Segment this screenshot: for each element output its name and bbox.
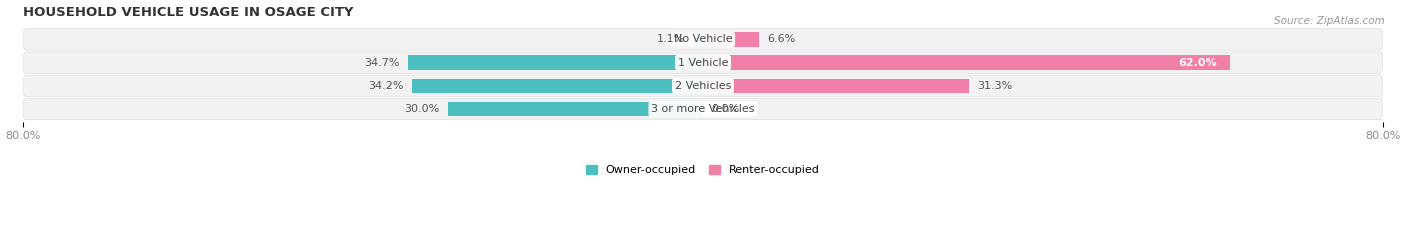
Text: Source: ZipAtlas.com: Source: ZipAtlas.com bbox=[1274, 16, 1385, 26]
Bar bbox=[703, 32, 759, 47]
Bar bbox=[703, 55, 1230, 70]
FancyBboxPatch shape bbox=[24, 29, 1382, 50]
Text: 34.2%: 34.2% bbox=[368, 81, 404, 91]
Bar bbox=[412, 79, 703, 93]
Bar bbox=[449, 102, 703, 116]
Text: 0.0%: 0.0% bbox=[711, 104, 740, 114]
Text: 31.3%: 31.3% bbox=[977, 81, 1012, 91]
Bar bbox=[703, 79, 969, 93]
Text: 6.6%: 6.6% bbox=[768, 34, 796, 45]
Legend: Owner-occupied, Renter-occupied: Owner-occupied, Renter-occupied bbox=[586, 165, 820, 175]
FancyBboxPatch shape bbox=[24, 75, 1382, 96]
Text: HOUSEHOLD VEHICLE USAGE IN OSAGE CITY: HOUSEHOLD VEHICLE USAGE IN OSAGE CITY bbox=[24, 6, 354, 19]
Text: 34.7%: 34.7% bbox=[364, 58, 399, 68]
Text: 2 Vehicles: 2 Vehicles bbox=[675, 81, 731, 91]
Text: 1.1%: 1.1% bbox=[657, 34, 685, 45]
Bar bbox=[408, 55, 703, 70]
FancyBboxPatch shape bbox=[24, 98, 1382, 120]
Text: No Vehicle: No Vehicle bbox=[673, 34, 733, 45]
Text: 62.0%: 62.0% bbox=[1178, 58, 1218, 68]
Bar bbox=[693, 32, 703, 47]
FancyBboxPatch shape bbox=[24, 52, 1382, 73]
Text: 30.0%: 30.0% bbox=[405, 104, 440, 114]
Text: 1 Vehicle: 1 Vehicle bbox=[678, 58, 728, 68]
Text: 3 or more Vehicles: 3 or more Vehicles bbox=[651, 104, 755, 114]
